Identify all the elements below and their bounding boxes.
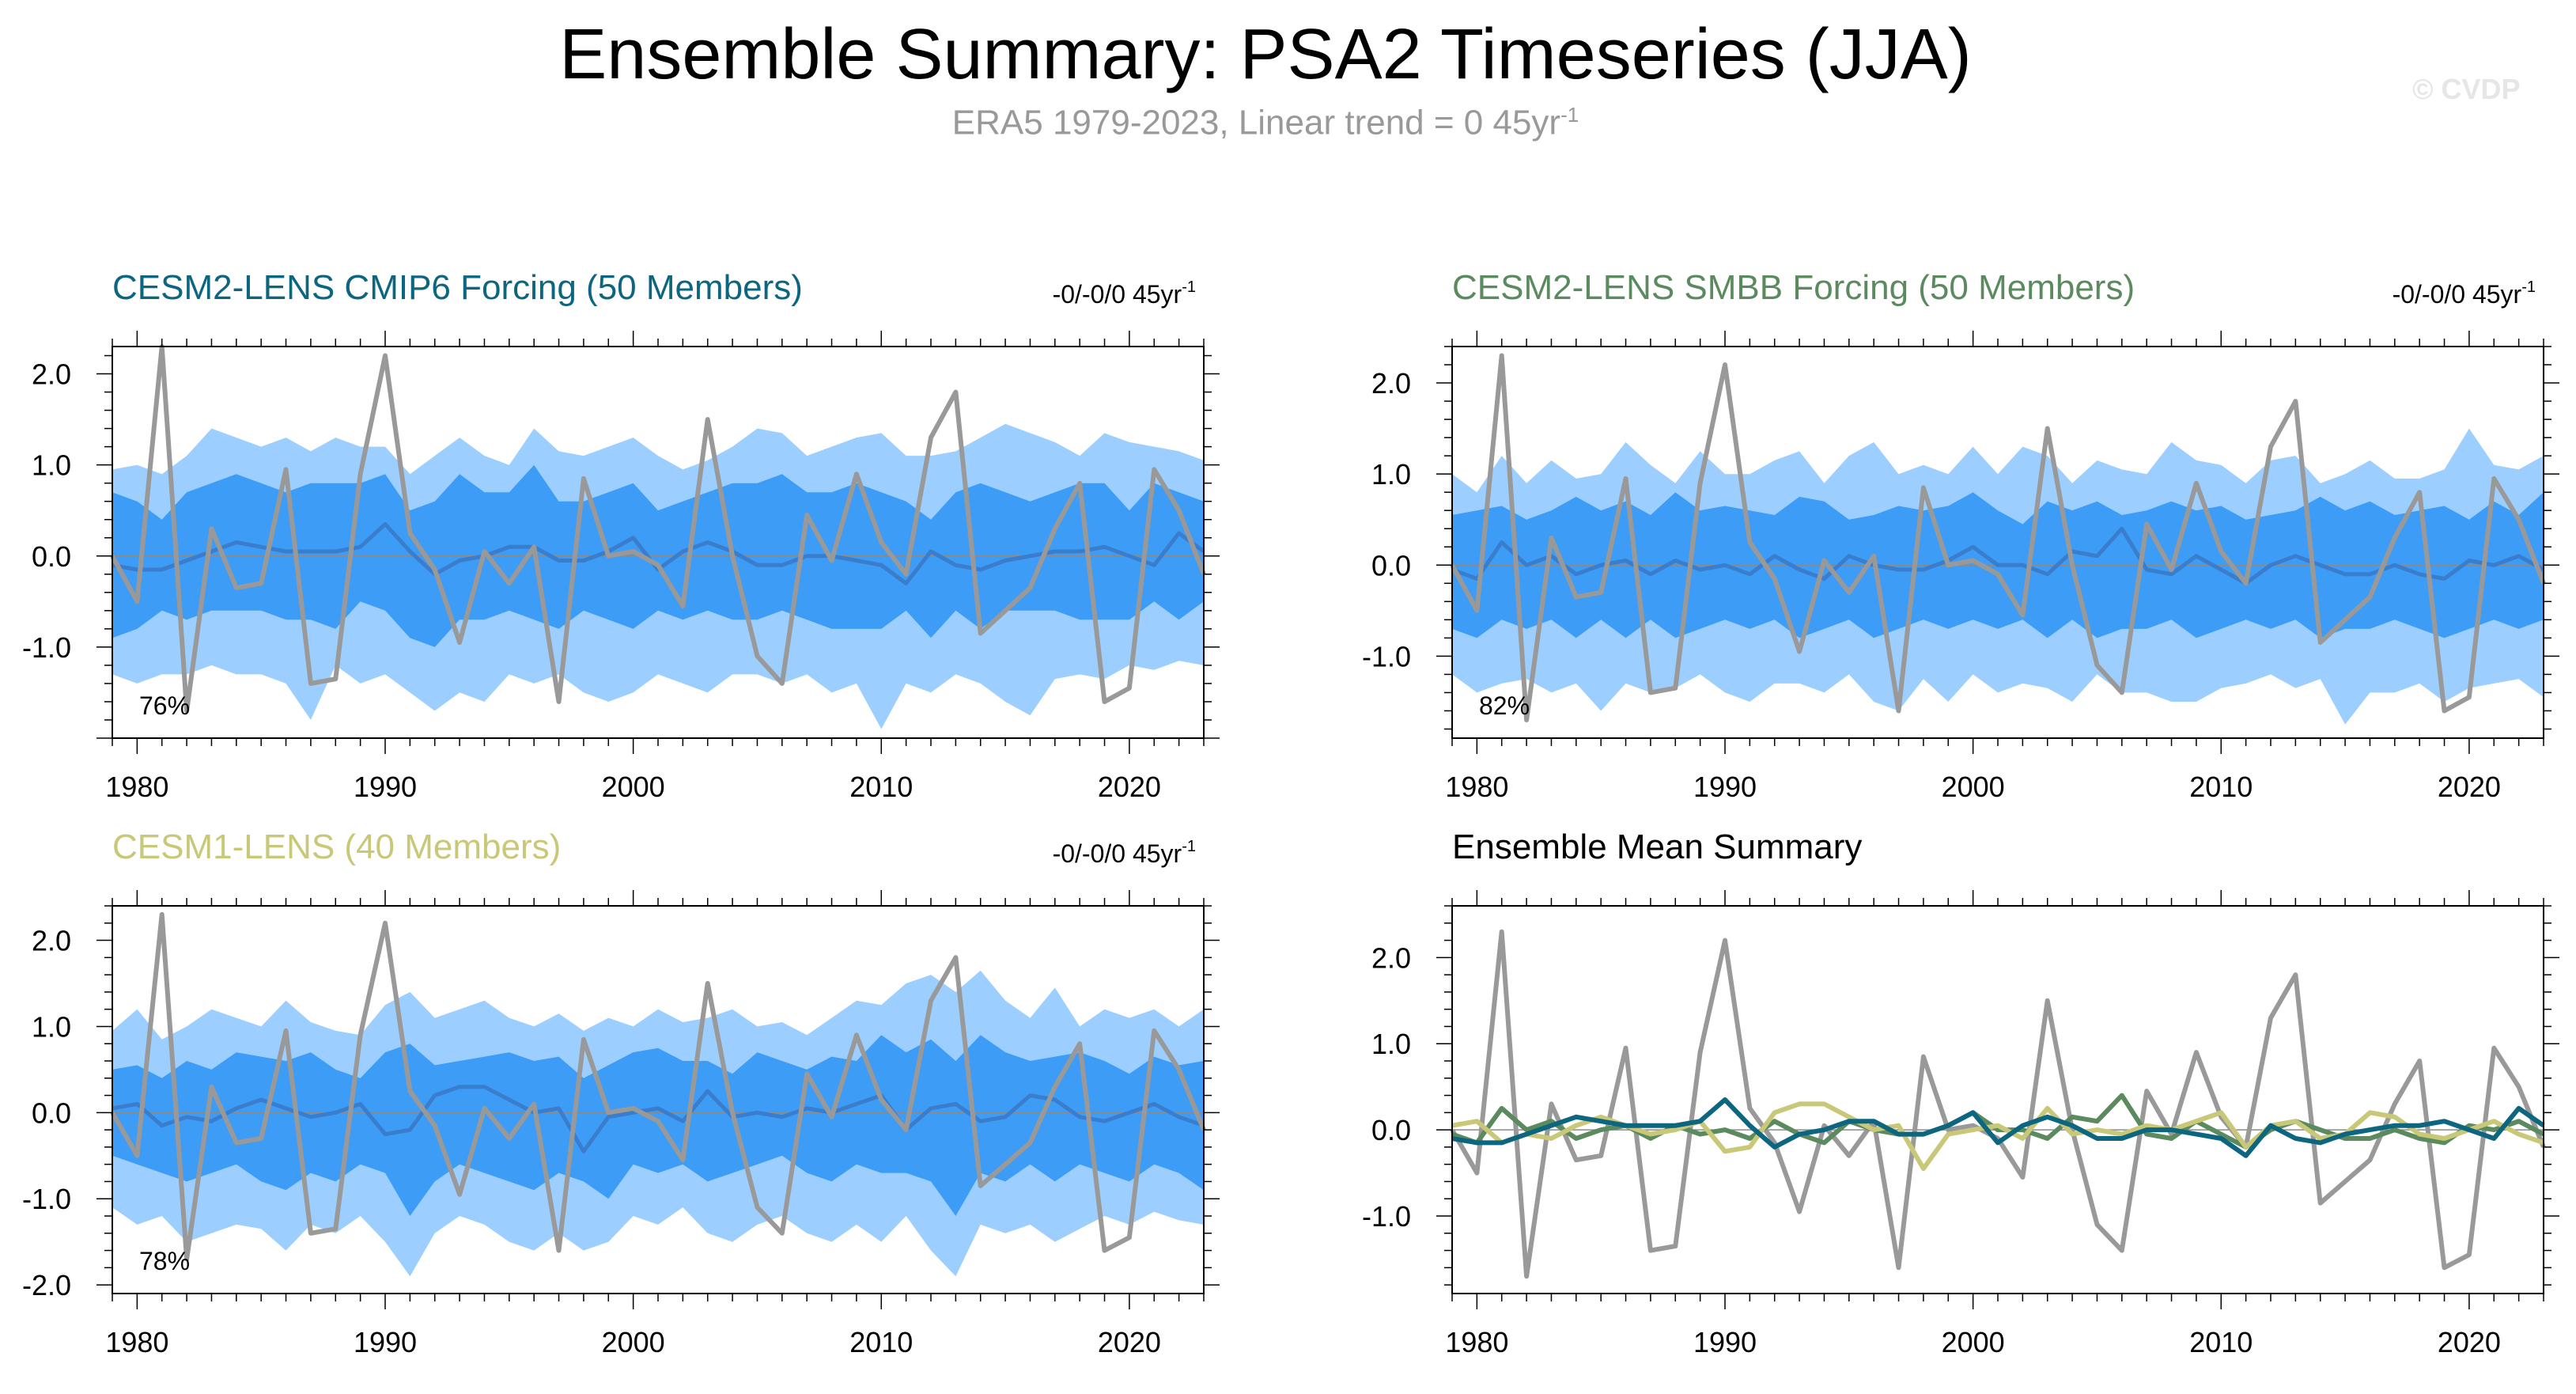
percent-label: 78% bbox=[139, 1247, 190, 1275]
panel-title: CESM1-LENS (40 Members) bbox=[112, 828, 561, 866]
subtitle-text: ERA5 1979-2023, Linear trend = 0 45yr bbox=[951, 103, 1561, 142]
y-tick-label: -1.0 bbox=[1362, 1200, 1411, 1233]
subtitle-exponent: -1 bbox=[1560, 103, 1579, 127]
watermark: © CVDP bbox=[2412, 73, 2521, 105]
x-tick-label: 2020 bbox=[2438, 771, 2501, 803]
x-tick-label: 2000 bbox=[602, 771, 665, 803]
y-tick-label: 0.0 bbox=[32, 1097, 71, 1129]
trend-label: -0/-0/0 45yr-1 bbox=[1053, 278, 1196, 309]
x-tick-label: 2000 bbox=[1942, 771, 2005, 803]
panel-title: CESM2-LENS CMIP6 Forcing (50 Members) bbox=[112, 268, 803, 307]
y-tick-label: 0.0 bbox=[1371, 1114, 1411, 1146]
y-tick-label: -1.0 bbox=[22, 631, 71, 664]
panel-title: CESM2-LENS SMBB Forcing (50 Members) bbox=[1452, 268, 2135, 307]
trend-label-text: -0/-0/0 45yr bbox=[1053, 280, 1182, 309]
y-tick-label: 0.0 bbox=[32, 540, 71, 573]
era5-observed-line bbox=[1450, 353, 2546, 722]
page-title: Ensemble Summary: PSA2 Timeseries (JJA) bbox=[559, 15, 1972, 94]
chart-panel-1: 2.0 1.0 0.0 -1.0 1980 1990 2000 2010 2020 CESM2-L… bbox=[22, 268, 1220, 803]
y-tick-label: 2.0 bbox=[1371, 941, 1411, 974]
cesm2-lens-cmip6-forcing-line bbox=[1451, 1097, 2545, 1158]
era5-line bbox=[1450, 929, 2546, 1279]
y-tick-label: 2.0 bbox=[1371, 367, 1411, 400]
era5-observed-line bbox=[110, 911, 1206, 1262]
cesm1-lens-line bbox=[1451, 1101, 2544, 1172]
x-tick-label: 1990 bbox=[354, 1326, 417, 1358]
x-tick-label: 1990 bbox=[354, 771, 417, 803]
chart-panel-2: 2.0 1.0 0.0 -1.0 1980 1990 2000 2010 2020 CESM2-L… bbox=[1362, 268, 2559, 803]
chart-panel-3: 2.0 1.0 0.0 -1.0 -2.0 1980 1990 2000 2010 2020 CES… bbox=[22, 828, 1220, 1358]
x-tick-label: 1980 bbox=[1445, 771, 1508, 803]
trend-label-exponent: -1 bbox=[2521, 278, 2536, 296]
x-tick-label: 2020 bbox=[1098, 771, 1161, 803]
panel-title: Ensemble Mean Summary bbox=[1452, 828, 1862, 866]
x-tick-label: 2010 bbox=[849, 771, 913, 803]
y-tick-label: 1.0 bbox=[32, 1010, 71, 1043]
page-subtitle: ERA5 1979-2023, Linear trend = 0 45yr-1 bbox=[0, 103, 2531, 143]
percent-label: 76% bbox=[139, 691, 190, 720]
percent-label: 82% bbox=[1479, 691, 1530, 720]
x-tick-label: 2000 bbox=[602, 1326, 665, 1358]
x-tick-label: 1990 bbox=[1693, 771, 1757, 803]
y-tick-label: 2.0 bbox=[32, 358, 71, 391]
x-tick-label: 1980 bbox=[105, 771, 168, 803]
x-tick-label: 1980 bbox=[1445, 1326, 1508, 1358]
x-tick-label: 2020 bbox=[1098, 1326, 1161, 1358]
chart-panel-4: 2.0 1.0 0.0 -1.0 1980 1990 2000 2010 2020 Ensembl… bbox=[1362, 828, 2559, 1358]
y-tick-label: -1.0 bbox=[1362, 640, 1411, 672]
trend-label-exponent: -1 bbox=[1182, 838, 1196, 855]
y-tick-label: 1.0 bbox=[1371, 1028, 1411, 1060]
x-tick-label: 2000 bbox=[1942, 1326, 2005, 1358]
trend-label: -0/-0/0 45yr-1 bbox=[2393, 278, 2536, 309]
trend-label: -0/-0/0 45yr-1 bbox=[1053, 838, 1196, 868]
trend-label-text: -0/-0/0 45yr bbox=[2393, 280, 2522, 309]
era5-observed-line bbox=[110, 344, 1206, 714]
x-tick-label: 2010 bbox=[2189, 771, 2253, 803]
x-tick-label: 2020 bbox=[2438, 1326, 2501, 1358]
trend-label-exponent: -1 bbox=[1182, 278, 1196, 296]
y-tick-label: 0.0 bbox=[1371, 549, 1411, 581]
x-tick-label: 2010 bbox=[849, 1326, 913, 1358]
x-tick-label: 2010 bbox=[2189, 1326, 2253, 1358]
y-tick-label: -2.0 bbox=[22, 1269, 71, 1301]
y-tick-label: 2.0 bbox=[32, 925, 71, 957]
x-tick-label: 1980 bbox=[105, 1326, 168, 1358]
x-tick-label: 1990 bbox=[1693, 1326, 1757, 1358]
y-tick-label: 1.0 bbox=[1371, 458, 1411, 491]
y-tick-label: 1.0 bbox=[32, 449, 71, 482]
trend-label-text: -0/-0/0 45yr bbox=[1053, 839, 1182, 868]
y-tick-label: -1.0 bbox=[22, 1183, 71, 1215]
